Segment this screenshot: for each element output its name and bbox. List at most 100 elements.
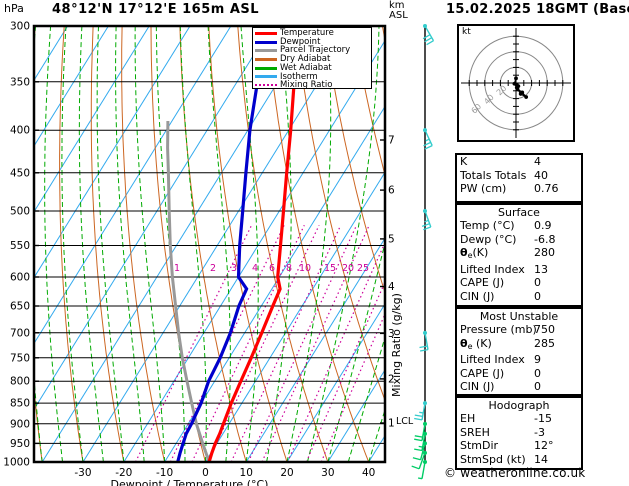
isotherm-line [164, 105, 385, 462]
stat-value: 750 [534, 323, 555, 336]
stat-label: EH [460, 412, 476, 425]
panel-title: Surface [498, 206, 540, 219]
legend-swatch-isotherm [255, 75, 277, 79]
altitude-tick-label: 4 [388, 281, 395, 293]
mixing-ratio-label: 3 [231, 263, 237, 274]
isotherm-line [41, 26, 313, 462]
dry-adiabat-line [208, 26, 288, 462]
temperature-tick-label: 10 [240, 467, 253, 479]
temperature-tick-label: -10 [156, 467, 173, 479]
isotherm-line [34, 26, 273, 411]
stat-label: SREH [460, 425, 490, 439]
wind-barb-full [414, 414, 423, 418]
stat-value: 0.9 [534, 219, 552, 232]
pressure-tick-label: 850 [10, 398, 30, 410]
legend-label: Isotherm [280, 71, 318, 82]
isotherm-line [204, 171, 385, 462]
wind-barb-half [425, 138, 430, 142]
hodograph-unit-label: kt [462, 27, 471, 37]
date-title: 15.02.2025 18GMT (Base: 18) [446, 2, 629, 17]
hodograph-point [518, 92, 523, 96]
wind-barb-full [414, 438, 423, 442]
stat-row: EH -15 [457, 412, 581, 426]
profile-parcel-trajectory [166, 120, 211, 462]
temperature-tick-label: -20 [115, 467, 132, 479]
stat-row: CIN (J) 0 [457, 290, 581, 304]
wind-barb-half [419, 411, 424, 414]
stat-label: PW (cm) [460, 182, 507, 196]
isotherm-line [245, 237, 385, 462]
altitude-unit-label: km [389, 0, 405, 11]
wind-barb-point [423, 24, 427, 28]
stat-label: Totals Totals [460, 168, 527, 182]
altitude-tick-label: 3 [388, 328, 395, 340]
wind-barb-point [423, 208, 427, 213]
altitude-asl-label: ASL [389, 10, 408, 21]
hodograph-stats-panel: Hodograph EH -15 SREH -3 StmDir 12° StmSpd (kt)… [455, 396, 583, 470]
mixing-ratio-line [247, 224, 358, 462]
stat-row: θe(K) 280 [457, 246, 581, 263]
wind-barb-full [414, 417, 423, 421]
legend-item: Mixing Ratio [255, 81, 371, 90]
wind-barb-full [412, 457, 421, 461]
wind-barb-shaft [421, 461, 426, 479]
wind-barb-full [423, 141, 431, 147]
stat-label: CIN (J) [460, 380, 495, 394]
isotherm-line [327, 368, 385, 462]
pressure-tick-label: 400 [10, 125, 30, 137]
temperature-tick-label: 30 [321, 467, 334, 479]
dry-adiabat-line [150, 26, 206, 462]
temperature-tick-label: 0 [202, 467, 209, 479]
wind-barb-full [422, 34, 431, 40]
panel-title: Most Unstable [479, 310, 559, 323]
legend-label: Dry Adiabat [280, 54, 331, 65]
wind-barb-full [414, 435, 423, 438]
wet-adiabat-line [286, 26, 332, 462]
mixing-ratio-label: 20 [342, 263, 354, 274]
altitude-tick-label: 2 [388, 373, 395, 385]
hodograph-point [514, 76, 518, 81]
wind-barb-half [418, 445, 423, 448]
pressure-tick-label: 950 [10, 438, 30, 450]
station-title: 48°12'N 17°12'E 165m ASL [52, 2, 260, 17]
stat-label: Dewp (°C) [460, 232, 517, 246]
wind-barb-half [424, 219, 429, 223]
wet-adiabat-line [368, 408, 385, 462]
wind-barb-shaft [424, 332, 429, 350]
stat-value: 0 [534, 380, 541, 394]
wind-barb-shaft [424, 210, 432, 228]
altitude-tick-label: 5 [388, 233, 395, 245]
stat-value: -3 [534, 425, 545, 439]
plot-frame [32, 24, 387, 464]
pressure-tick-label: 800 [10, 376, 30, 388]
wet-adiabat-line [207, 26, 231, 462]
hodograph-point [512, 81, 517, 86]
hodograph-point [514, 85, 519, 90]
mixing-ratio-label: 10 [299, 263, 311, 274]
credit-label: © weatheronline.co.uk [444, 466, 586, 480]
stat-value: 280 [534, 246, 555, 260]
stat-label: StmDir [460, 439, 499, 453]
altitude-tick-label: 6 [388, 185, 395, 197]
mixing-ratio-label: 25 [357, 263, 369, 274]
lcl-label: LCL [396, 416, 414, 427]
stat-row: Pressure (mb) 750 [457, 323, 581, 337]
stat-row: CIN (J) 0 [457, 380, 581, 394]
wind-barb-full [423, 226, 432, 231]
stat-value: 285 [534, 336, 555, 350]
mixing-ratio-axis-title: Mixing Ratio (g/kg) [390, 293, 403, 397]
stat-value: 12° [534, 439, 554, 453]
mixing-ratio-line [320, 312, 385, 462]
dry-adiabat-line [324, 26, 385, 295]
stat-row: Totals Totals 40 [457, 169, 581, 183]
wind-barb-full [414, 448, 423, 452]
stat-label: CAPE (J) [460, 366, 505, 380]
wind-barb-full [419, 348, 429, 352]
wind-barb-point [423, 128, 427, 133]
temperature-tick-label: 20 [280, 467, 293, 479]
mixing-ratio-label: 2 [210, 263, 216, 274]
legend-swatch-parcel-trajectory [255, 49, 277, 53]
mixing-ratio-label: 15 [324, 263, 336, 274]
legend: Temperature Dewpoint Parcel Trajectory Dry … [252, 27, 372, 89]
